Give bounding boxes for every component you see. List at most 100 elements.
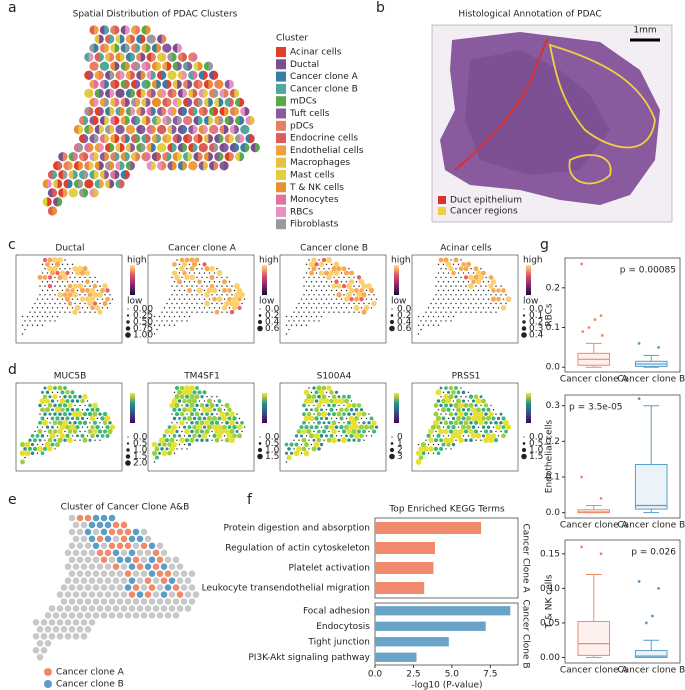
background-spot: [84, 276, 86, 279]
expression-spot: [67, 292, 73, 298]
background-spot: [313, 413, 315, 415]
expression-spot: [474, 403, 478, 407]
cluster-spot: [124, 542, 132, 550]
expression-spot: [68, 412, 72, 416]
background-spot: [86, 435, 89, 437]
expression-spot: [58, 412, 62, 416]
background-spot: [181, 404, 183, 407]
cluster-spot-part: [161, 161, 167, 171]
background-spot: [226, 311, 228, 313]
expression-spot: [65, 390, 70, 395]
background-spot: [475, 302, 477, 305]
cluster-spot-part: [73, 188, 78, 198]
cluster-spot-part: [151, 161, 156, 171]
expression-spot: [197, 416, 202, 421]
expression-spot: [67, 301, 73, 306]
expression-spot: [481, 270, 486, 276]
background-spot: [176, 294, 178, 296]
expression-spot: [326, 437, 332, 443]
cluster-spot-part: [57, 161, 63, 171]
cluster-spot: [104, 535, 112, 543]
expression-spot: [478, 420, 484, 426]
background-spot: [198, 409, 201, 411]
background-spot: [303, 302, 305, 305]
cluster-spot-part: [140, 106, 146, 117]
expression-spot: [443, 428, 449, 435]
cluster-spot-part: [114, 79, 120, 89]
cluster-spot-part: [135, 152, 141, 162]
cluster-spot-part: [187, 61, 193, 71]
cluster-spot-part: [130, 88, 135, 98]
expression-spot: [475, 398, 482, 405]
expression-spot: [234, 283, 240, 290]
legend-label: RBCs: [290, 207, 314, 217]
expression-spot: [369, 416, 374, 421]
background-spot: [186, 302, 188, 305]
expression-spot: [221, 279, 228, 285]
cluster-spot-part: [83, 188, 89, 198]
expression-spot: [87, 300, 93, 307]
expression-spot: [237, 296, 242, 302]
expression-spot: [463, 402, 469, 408]
expression-spot: [311, 266, 317, 272]
cluster-spot-part: [135, 97, 141, 107]
background-spot: [417, 333, 420, 335]
background-spot: [243, 298, 246, 300]
legend-label: T & NK cells: [289, 183, 344, 193]
expression-spot: [284, 451, 289, 455]
background-spot: [203, 298, 206, 300]
expression-spot: [82, 420, 88, 425]
cluster-spot: [56, 591, 64, 598]
cluster-spot: [80, 577, 88, 584]
colorbar: [130, 393, 135, 423]
expression-spot: [190, 429, 194, 434]
expression-spot: [466, 407, 471, 412]
cluster-spot-part: [120, 106, 125, 117]
cluster-spot-part: [151, 106, 156, 117]
cluster-spot: [136, 549, 144, 557]
expression-spot: [306, 411, 312, 417]
expression-spot: [458, 266, 464, 271]
size-legend-dot: [258, 314, 262, 317]
cluster-spot: [88, 605, 96, 612]
y-tick-label: 0.3: [546, 401, 560, 411]
legend-swatch: [276, 47, 286, 57]
expression-spot: [95, 407, 100, 412]
background-spot: [445, 268, 447, 270]
background-spot: [308, 259, 310, 261]
cluster-spot-part: [198, 133, 203, 144]
background-spot: [231, 294, 233, 296]
expression-spot: [476, 407, 481, 413]
background-spot: [94, 311, 96, 313]
cluster-spot: [108, 542, 116, 550]
size-legend-label: 0.00: [133, 305, 153, 315]
cluster-spot-part: [88, 161, 94, 171]
cluster-spot-part: [182, 88, 187, 98]
expression-spot: [426, 433, 431, 438]
cluster-spot: [76, 542, 84, 550]
cluster-spot-part: [182, 124, 187, 135]
expression-spot: [444, 386, 448, 390]
legend-label: Ductal: [290, 60, 319, 70]
expression-spot: [67, 437, 73, 444]
background-spot: [44, 430, 46, 433]
cluster-spot-part: [99, 161, 104, 171]
cluster-spot: [176, 577, 184, 584]
expression-spot: [65, 399, 70, 404]
expression-spot: [181, 389, 188, 396]
expression-spot: [284, 442, 289, 447]
expression-spot: [500, 305, 507, 311]
cluster-spot-part: [104, 170, 110, 180]
expression-spot: [227, 288, 232, 293]
expression-spot: [363, 424, 370, 430]
cluster-spot: [148, 570, 156, 577]
expression-spot: [354, 416, 359, 421]
background-spot: [355, 281, 358, 283]
background-spot: [482, 307, 485, 309]
expression-spot: [19, 441, 26, 448]
background-spot: [435, 276, 437, 279]
cluster-spot: [156, 584, 164, 591]
expression-spot: [97, 291, 103, 298]
background-spot: [300, 324, 303, 326]
cluster-spot: [112, 521, 120, 529]
